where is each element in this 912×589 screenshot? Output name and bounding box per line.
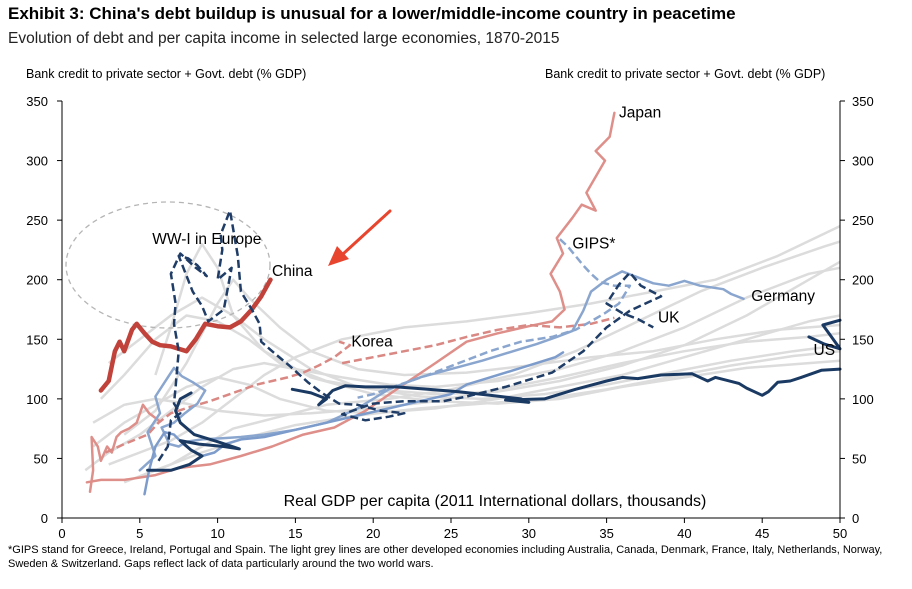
- series-line-germany: [143, 351, 565, 496]
- grey-economy-line-4: [108, 224, 841, 466]
- y-axis-label-right: Bank credit to private sector + Govt. de…: [545, 67, 826, 81]
- x-tick-label: 15: [288, 526, 302, 541]
- y-tick-label-right: 150: [852, 332, 874, 347]
- y-tick-label-left: 250: [26, 213, 48, 228]
- footnote: *GIPS stand for Greece, Ireland, Portuga…: [8, 544, 883, 570]
- y-tick-label-left: 200: [26, 273, 48, 288]
- annotation-china: China: [272, 263, 313, 280]
- series-line-uk: [157, 209, 663, 462]
- x-tick-label: 50: [833, 526, 847, 541]
- x-tick-label: 5: [136, 526, 143, 541]
- series-line-korea: [105, 340, 352, 454]
- y-axis-label-left: Bank credit to private sector + Govt. de…: [26, 67, 307, 81]
- china-arrow-head: [328, 246, 349, 266]
- y-tick-label-right: 300: [852, 154, 874, 169]
- x-axis-title: Real GDP per capita (2011 International …: [284, 493, 707, 510]
- annotation-ww-i-in-europe: WW-I in Europe: [152, 231, 261, 248]
- y-tick-label-right: 0: [852, 511, 859, 526]
- y-tick-label-right: 100: [852, 392, 874, 407]
- x-tick-label: 10: [210, 526, 224, 541]
- x-tick-label: 35: [599, 526, 613, 541]
- x-tick-label: 0: [58, 526, 65, 541]
- annotation-gips: GIPS*: [572, 236, 615, 253]
- series-line-gips-dashed: [357, 238, 632, 399]
- grey-economy-line-1: [84, 266, 841, 472]
- annotation-germany: Germany: [751, 288, 815, 305]
- series-line-china: [98, 277, 273, 393]
- series-line-us-main: [290, 367, 842, 407]
- y-tick-label-left: 300: [26, 154, 48, 169]
- y-tick-label-left: 50: [34, 451, 48, 466]
- grey-economy-line-7: [107, 296, 841, 401]
- y-tick-label-left: 100: [26, 392, 48, 407]
- y-tick-label-left: 350: [26, 94, 48, 109]
- annotation-korea: Korea: [351, 333, 393, 350]
- x-tick-label: 20: [366, 526, 380, 541]
- series-layer: [85, 111, 842, 496]
- y-tick-label-right: 250: [852, 213, 874, 228]
- y-tick-label-right: 50: [852, 451, 866, 466]
- annotations-layer: WW-I in Europe China Japan GIPS* UK Germany Ko…: [152, 105, 835, 359]
- ww1-highlight-ellipse: [65, 201, 271, 329]
- grey-economy-line-6: [92, 332, 841, 424]
- china-arrow: [341, 209, 392, 256]
- x-tick-label: 45: [755, 526, 769, 541]
- y-tick-label-right: 200: [852, 273, 874, 288]
- grey-economy-line-10: [123, 349, 841, 484]
- annotation-japan: Japan: [619, 105, 661, 122]
- chart-title: Exhibit 3: China's debt buildup is unusu…: [8, 4, 736, 23]
- y-tick-label-left: 0: [41, 511, 48, 526]
- chart-subtitle: Evolution of debt and per capita income …: [8, 30, 560, 47]
- x-tick-label: 40: [677, 526, 691, 541]
- series-line-us: [146, 391, 241, 472]
- annotation-us: US: [814, 342, 836, 359]
- x-tick-label: 30: [522, 526, 536, 541]
- annotation-uk: UK: [658, 310, 680, 327]
- series-line-japan: [85, 111, 616, 484]
- y-tick-label-right: 350: [852, 94, 874, 109]
- series-line-japan-pre-war: [88, 403, 160, 494]
- y-tick-label-left: 150: [26, 332, 48, 347]
- x-tick-label: 25: [444, 526, 458, 541]
